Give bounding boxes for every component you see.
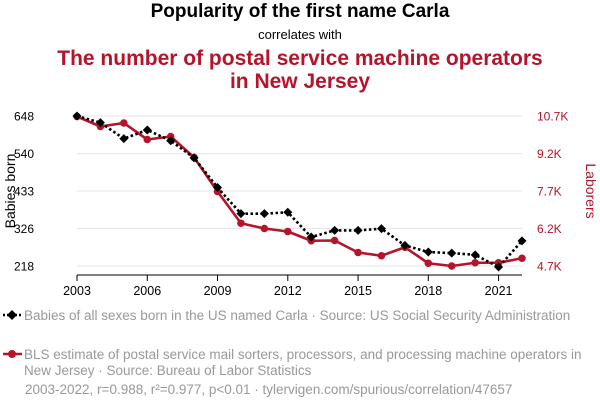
x-tick-label: 2003 xyxy=(63,284,91,298)
chart-subtitle: correlates with xyxy=(258,27,342,42)
series-babies-point xyxy=(119,134,129,144)
series-babies-point xyxy=(259,209,269,219)
y-right-tick-label: 9.2K xyxy=(537,147,562,161)
chart-plot: 218 326 433 540 648 4.7K 6.2K 7.7K 9.2K 10.7K 2003… xyxy=(2,110,599,299)
series-laborers-point xyxy=(330,236,339,245)
series-laborers-point xyxy=(260,224,269,233)
series-laborers-point xyxy=(354,248,362,257)
series-babies-point xyxy=(213,183,223,193)
series-babies-point xyxy=(376,224,386,234)
series-babies-point xyxy=(494,262,504,272)
x-tick-label: 2018 xyxy=(414,284,442,298)
legend-text-laborers: BLS estimate of postal service mail sort… xyxy=(24,347,582,378)
series-laborers-line xyxy=(76,115,523,268)
series-babies-point xyxy=(517,236,527,246)
series-laborers-point xyxy=(283,227,292,236)
series-laborers-point xyxy=(518,254,526,263)
legend-text-babies: Babies of all sexes born in the US named… xyxy=(24,308,571,323)
y-right-tick-label: 4.7K xyxy=(537,260,562,274)
series-babies-point xyxy=(166,136,176,146)
series-babies-point xyxy=(72,111,82,121)
series-babies-point xyxy=(400,240,410,250)
y-right-axis-title: Laborers xyxy=(583,163,599,218)
y-left-tick-label: 218 xyxy=(14,260,34,274)
x-tick-label: 2021 xyxy=(485,284,513,298)
y-right-tick-label: 7.7K xyxy=(537,185,562,199)
series-babies-point xyxy=(189,153,199,163)
x-tick-label: 2012 xyxy=(274,284,302,298)
x-tick-label: 2009 xyxy=(204,284,232,298)
x-tick-label: 2015 xyxy=(344,284,372,298)
series-laborers-point xyxy=(120,119,128,127)
series-babies-point xyxy=(447,248,457,258)
x-tick-label: 2006 xyxy=(133,284,161,298)
chart-title-secondary: The number of postal service machine ope… xyxy=(57,47,543,93)
series-laborers-point xyxy=(424,259,433,268)
series-babies-point xyxy=(236,209,246,219)
series-laborers-point xyxy=(237,219,245,228)
series-laborers-point xyxy=(471,258,479,267)
chart-title: Popularity of the first name Carla xyxy=(150,1,450,22)
legend-item-laborers: BLS estimate of postal service mail sort… xyxy=(2,347,592,379)
series-babies-point xyxy=(306,232,316,242)
y-left-tick-label: 326 xyxy=(14,222,34,236)
series-laborers-point xyxy=(377,251,386,260)
y-right-tick-label: 10.7K xyxy=(537,110,568,124)
series-laborers-point xyxy=(447,262,456,270)
y-right-tick-label: 6.2K xyxy=(537,222,562,236)
legend-dotted-diamond-icon xyxy=(3,310,22,320)
series-laborers-point xyxy=(143,135,152,144)
footer-stats: 2003-2022, r=0.988, r²=0.977, p<0.01 · t… xyxy=(25,382,513,397)
y-left-tick-label: 433 xyxy=(14,185,34,199)
y-left-tick-label: 648 xyxy=(14,110,34,124)
series-babies-point xyxy=(470,250,480,260)
series-babies-point xyxy=(142,125,152,135)
series-babies-point xyxy=(423,247,433,257)
y-left-axis-title: Babies born xyxy=(2,154,18,229)
legend-item-babies: Babies of all sexes born in the US named… xyxy=(2,308,592,324)
series-babies-point xyxy=(330,225,340,235)
y-left-tick-label: 540 xyxy=(14,147,34,161)
legend-line-circle-icon xyxy=(3,350,22,358)
series-babies-point xyxy=(353,225,363,235)
series-babies-point xyxy=(283,207,293,217)
series-babies-point xyxy=(95,118,105,128)
